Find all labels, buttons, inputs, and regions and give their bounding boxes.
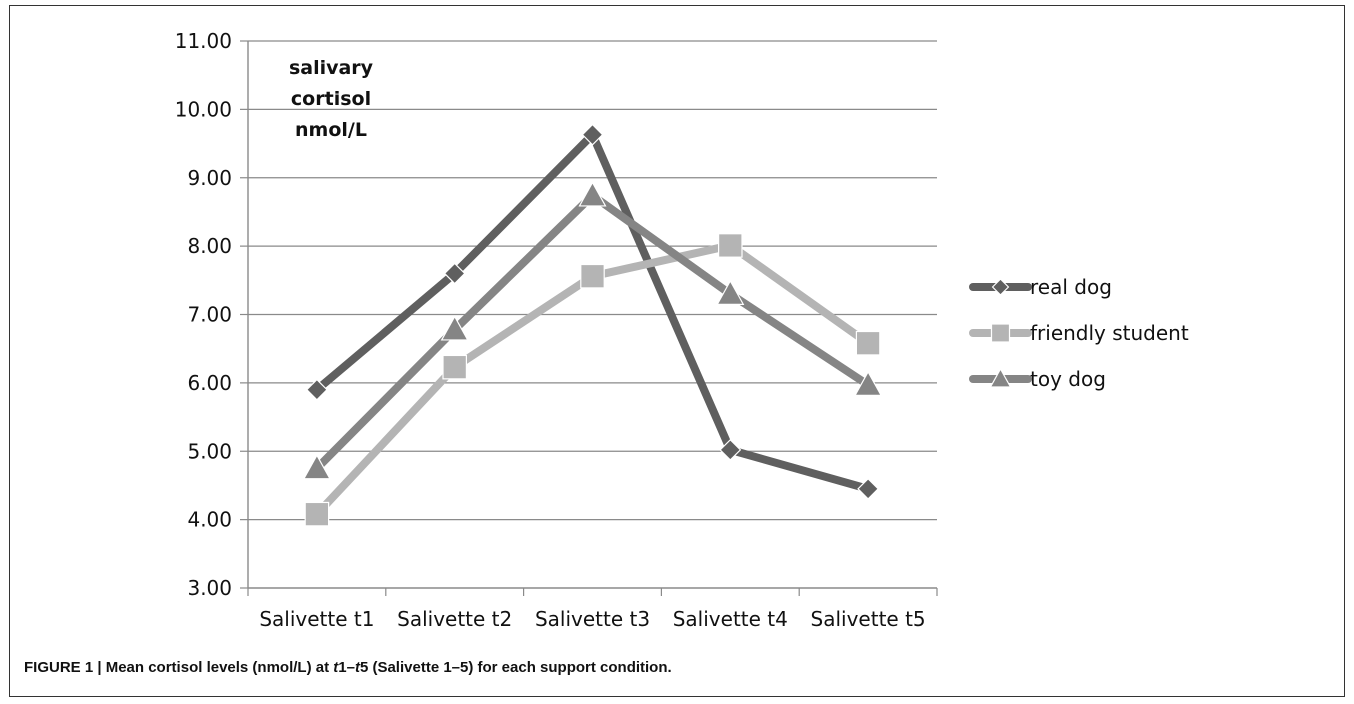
y-axis-label-line: cortisol <box>291 88 371 110</box>
series-lines <box>302 123 883 527</box>
gridlines <box>248 40 937 521</box>
x-tick-label: Salivette t4 <box>673 607 788 631</box>
legend-marker <box>991 278 1010 296</box>
data-point <box>578 181 607 207</box>
legend-marker <box>989 367 1012 388</box>
x-tick-label: Salivette t2 <box>397 607 512 631</box>
series-friendly-student <box>304 233 881 527</box>
figure-caption: FIGURE 1 | Mean cortisol levels (nmol/L)… <box>24 659 672 676</box>
figure-frame <box>9 5 1345 697</box>
series-toy-dog <box>302 181 883 480</box>
caption-prefix: FIGURE 1 | Mean cortisol levels (nmol/L)… <box>24 659 334 676</box>
caption-mid: 1– <box>338 659 355 676</box>
data-point <box>304 501 330 527</box>
legend-label: real dog <box>1030 275 1112 299</box>
y-tick-label: 5.00 <box>187 439 232 463</box>
caption-t5: t <box>354 659 360 676</box>
y-tick-labels: 3.00 4.00 5.00 6.00 7.00 8.00 9.00 10.00 11.00 <box>175 29 232 600</box>
y-tick-label: 4.00 <box>187 508 232 532</box>
data-point <box>443 262 466 285</box>
series-real-dog <box>305 123 880 500</box>
y-tick-label: 10.00 <box>175 97 232 121</box>
x-tick-labels: Salivette t1 Salivette t2 Salivette t3 Sali… <box>259 607 925 631</box>
y-tick-label: 6.00 <box>187 371 232 395</box>
data-point <box>440 315 469 341</box>
data-point <box>717 233 743 258</box>
x-tick-label: Salivette t1 <box>259 607 374 631</box>
data-point <box>857 477 880 500</box>
legend-label: toy dog <box>1030 367 1106 391</box>
data-point <box>305 378 328 401</box>
data-point <box>442 354 467 380</box>
y-tick-label: 11.00 <box>175 29 232 53</box>
y-axis-label-line: nmol/L <box>295 119 367 141</box>
data-point <box>716 279 745 305</box>
legend: real dog friendly student toy dog <box>969 275 1189 391</box>
x-tick-label: Salivette t5 <box>811 607 926 631</box>
caption-suffix: 5 (Salivette 1–5) for each support condi… <box>359 659 672 676</box>
legend-label: friendly student <box>1030 321 1189 345</box>
data-point <box>580 263 605 289</box>
legend-item: real dog <box>969 275 1112 299</box>
y-tick-label: 9.00 <box>187 166 232 190</box>
y-tick-label: 8.00 <box>187 234 232 258</box>
data-point <box>719 438 742 461</box>
legend-item: toy dog <box>969 367 1106 391</box>
legend-item: friendly student <box>969 321 1189 345</box>
y-axis-label-line: salivary <box>289 57 374 79</box>
legend-marker <box>990 323 1011 343</box>
x-tick-label: Salivette t3 <box>535 607 650 631</box>
data-point <box>855 330 881 356</box>
data-point <box>302 454 331 480</box>
axes <box>240 40 938 596</box>
y-axis-label: salivary cortisol nmol/L <box>289 57 374 141</box>
y-tick-label: 7.00 <box>187 303 232 327</box>
data-point <box>854 370 883 396</box>
y-tick-label: 3.00 <box>187 576 232 600</box>
caption-t1: t <box>333 659 339 676</box>
data-point <box>581 123 604 146</box>
